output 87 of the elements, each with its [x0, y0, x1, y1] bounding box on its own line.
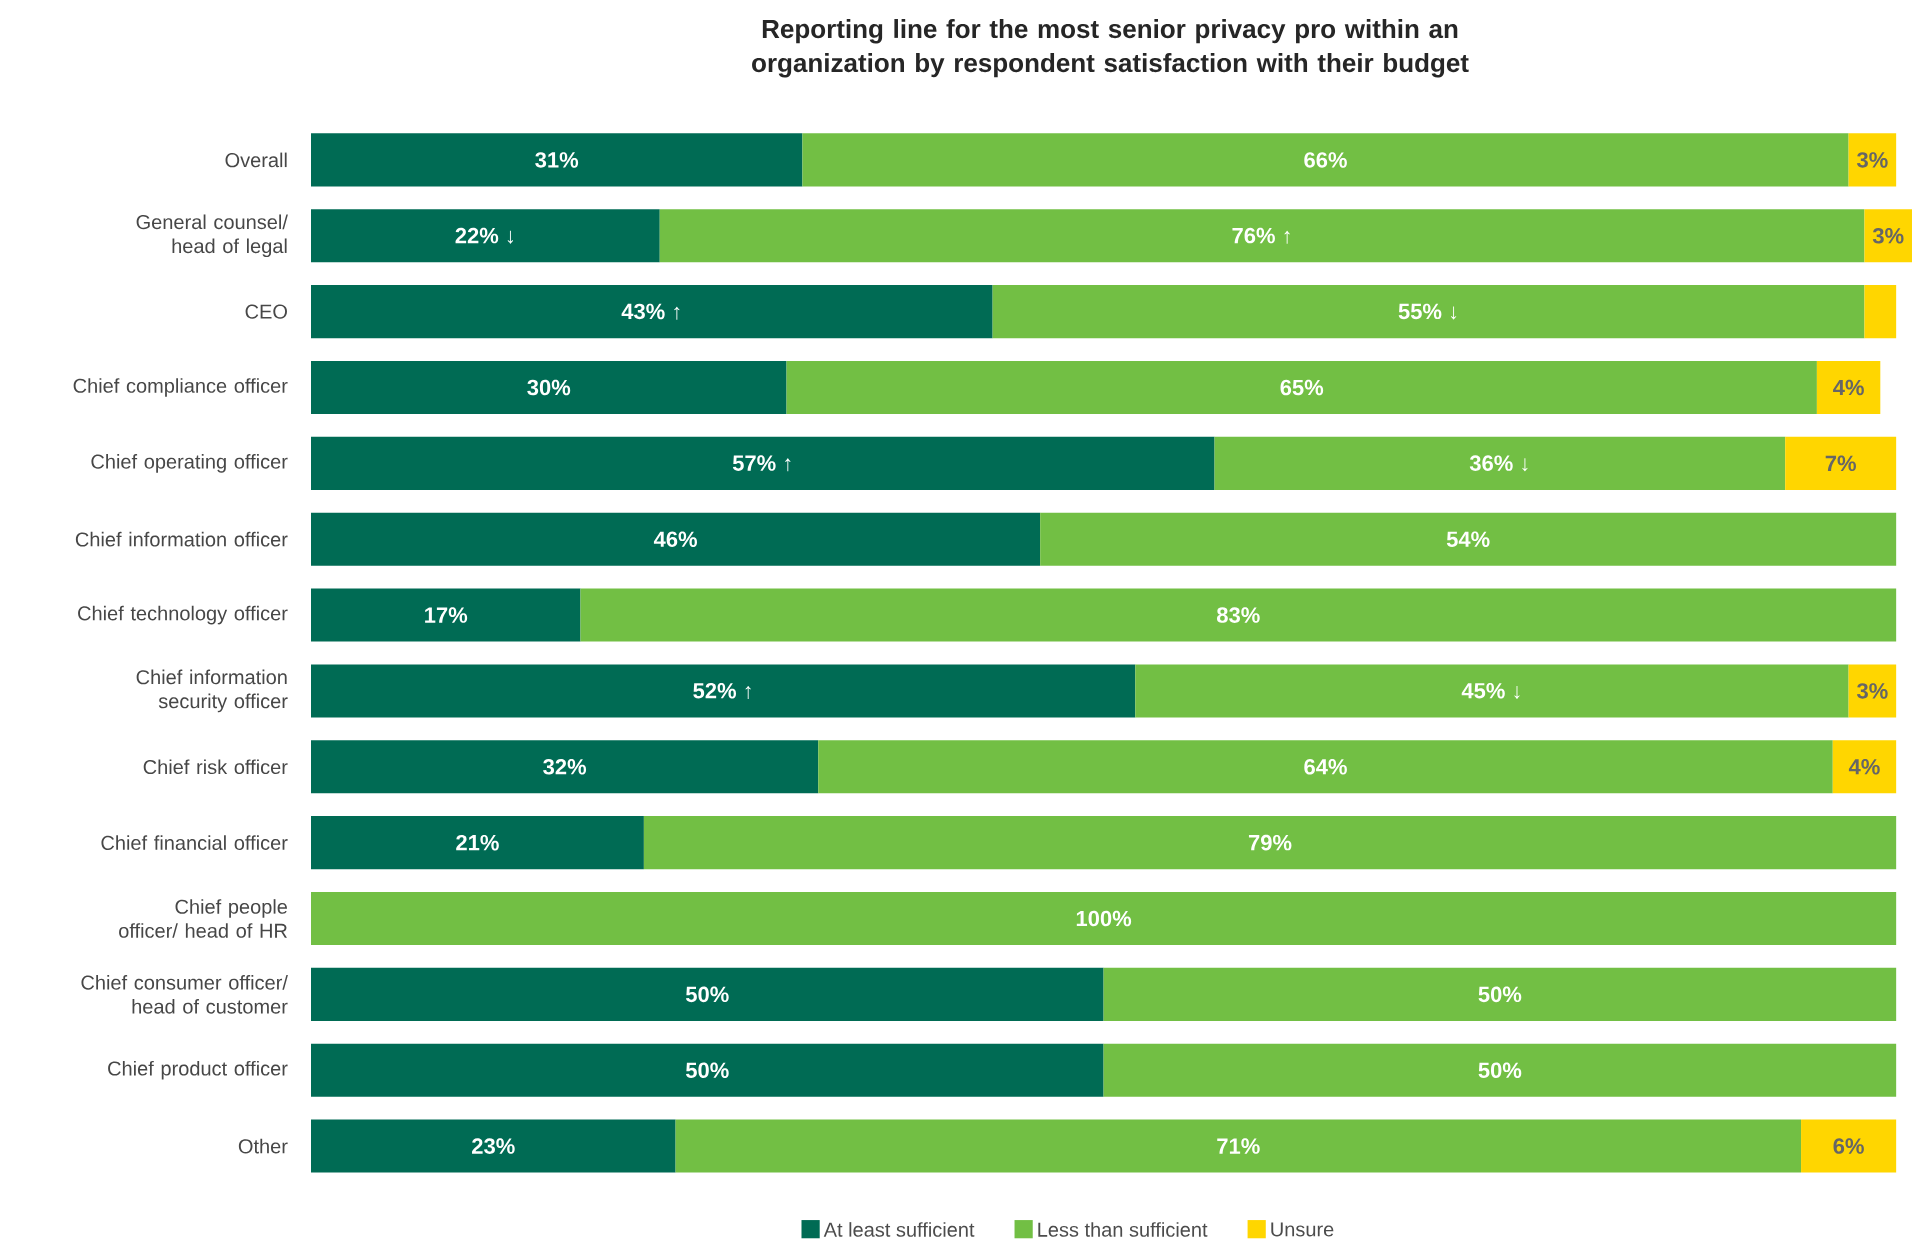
bar: [311, 512, 1041, 566]
y-tick-label: Chief product officer: [108, 1060, 288, 1080]
bar: [1864, 209, 1912, 263]
y-tick-label: Chief technology officer: [78, 605, 288, 625]
data-label: 30%: [527, 379, 571, 396]
y-tick-label: General counsel/ head of legal: [136, 214, 288, 258]
bar: [786, 360, 1817, 415]
data-label: 76% ↑: [1232, 227, 1290, 244]
y-tick-label: Chief compliance officer: [73, 378, 288, 397]
bar: [311, 285, 993, 339]
data-label: 100%: [1076, 910, 1132, 927]
bar: [1103, 967, 1897, 1021]
bar: [675, 1119, 1802, 1173]
data-label: 50%: [685, 986, 729, 1003]
y-tick-label: Chief people officer/ head of HR: [119, 899, 287, 938]
data-label: 57% ↑: [732, 455, 791, 472]
bar: [311, 588, 581, 642]
data-label: 55% ↓: [1398, 303, 1457, 320]
chart-title: Reporting line for the most senior privacy pro within an organization by respondent satisfaction with their budget: [752, 19, 1469, 78]
bar: [311, 664, 1136, 718]
data-label: 4%: [1833, 379, 1864, 396]
y-tick-label: Chief information officer: [75, 531, 288, 547]
bar: [818, 740, 1833, 794]
data-label: 32%: [543, 759, 587, 775]
bar: [992, 285, 1865, 339]
data-label: 31%: [535, 152, 579, 168]
bar: [643, 816, 1897, 870]
bar: [311, 360, 787, 415]
bar: [1801, 1119, 1897, 1173]
data-label: 43% ↑: [621, 303, 680, 320]
bar: [802, 133, 1849, 187]
bar: [311, 967, 1104, 1021]
bar: [1832, 740, 1897, 794]
y-tick-label: Chief operating officer: [91, 454, 288, 473]
bar: [1816, 360, 1881, 415]
bar: [1214, 436, 1786, 490]
bar: [311, 133, 803, 187]
data-label: 6%: [1833, 1138, 1864, 1154]
data-label: 79%: [1248, 834, 1292, 851]
legend-label: Less than sufficient: [1038, 1222, 1208, 1237]
bar: [659, 209, 1865, 263]
data-label: 54%: [1446, 531, 1490, 547]
bar: [1135, 664, 1849, 718]
y-tick-label: Chief consumer officer/ head of customer: [81, 975, 288, 1014]
bar: [311, 740, 819, 794]
data-label: 23%: [472, 1138, 515, 1154]
data-label: 71%: [1217, 1138, 1260, 1154]
data-label: 3%: [1856, 683, 1888, 699]
data-label: 83%: [1216, 607, 1260, 623]
bar: [1848, 664, 1897, 718]
bar: [311, 816, 644, 870]
y-tick-label: Other: [238, 1138, 288, 1154]
data-label: 17%: [425, 607, 468, 623]
legend-label: Unsure: [1271, 1222, 1334, 1237]
data-label: 50%: [1478, 1062, 1522, 1079]
bar: [311, 209, 660, 263]
data-label: 66%: [1304, 152, 1347, 168]
data-label: 45% ↓: [1461, 682, 1520, 699]
legend-label: At least sufficient: [823, 1222, 975, 1237]
data-label: 3%: [1872, 228, 1904, 244]
bar: [1848, 133, 1897, 187]
bar: [1103, 1043, 1897, 1097]
y-tick-label: Chief risk officer: [143, 759, 288, 775]
data-label: 50%: [1478, 986, 1522, 1003]
data-label: 7%: [1825, 455, 1856, 472]
data-label: 64%: [1304, 759, 1347, 775]
data-label: 22% ↓: [455, 227, 513, 244]
bar: [1864, 285, 1897, 339]
y-tick-label: CEO: [245, 304, 287, 319]
bar: [311, 1043, 1104, 1097]
bar: [1040, 512, 1897, 566]
bar: [311, 436, 1215, 490]
bar: [311, 1119, 676, 1173]
data-label: 65%: [1280, 379, 1324, 396]
data-label: 52% ↑: [693, 682, 751, 699]
y-tick-label: Overall: [225, 152, 287, 168]
data-label: 3%: [1856, 152, 1888, 168]
bar: [311, 891, 1897, 946]
data-label: 50%: [685, 1062, 729, 1079]
data-label: 36% ↓: [1469, 455, 1528, 472]
data-label: 21%: [456, 834, 499, 851]
data-label: 4%: [1848, 759, 1880, 775]
y-tick-label: Chief financial officer: [101, 835, 288, 850]
bar: [1785, 436, 1897, 490]
data-label: 46%: [653, 531, 698, 547]
y-tick-label: Chief information security officer: [136, 669, 288, 713]
bar: [580, 588, 1897, 642]
